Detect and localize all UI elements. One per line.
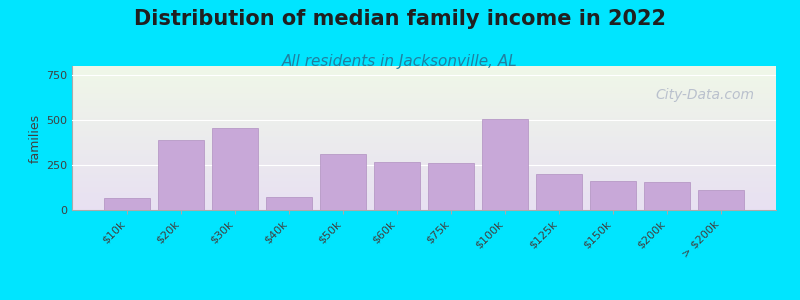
- Y-axis label: families: families: [29, 113, 42, 163]
- Bar: [428, 163, 474, 210]
- Text: Distribution of median family income in 2022: Distribution of median family income in …: [134, 9, 666, 29]
- Bar: [320, 154, 366, 210]
- Bar: [590, 181, 636, 210]
- Bar: [158, 140, 204, 210]
- Bar: [104, 198, 150, 210]
- Bar: [482, 119, 528, 210]
- Bar: [374, 162, 420, 210]
- Text: City-Data.com: City-Data.com: [656, 88, 755, 102]
- Bar: [698, 190, 744, 210]
- Text: All residents in Jacksonville, AL: All residents in Jacksonville, AL: [282, 54, 518, 69]
- Bar: [644, 182, 690, 210]
- Bar: [536, 174, 582, 210]
- Bar: [266, 196, 312, 210]
- Bar: [212, 128, 258, 210]
